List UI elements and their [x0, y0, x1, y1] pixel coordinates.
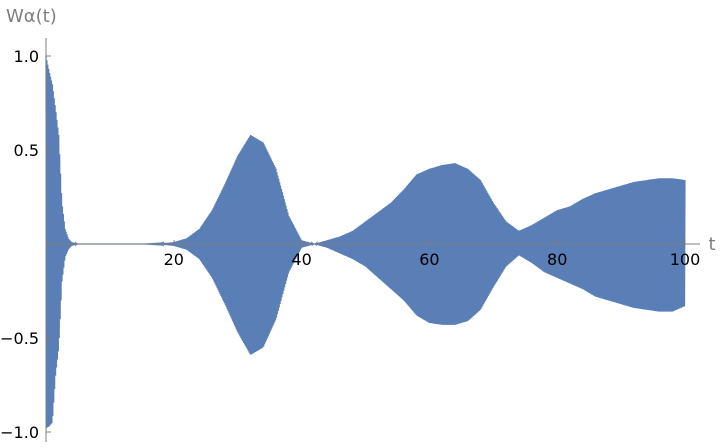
x-axis-title: t [708, 234, 715, 255]
x-tick-label-100: 100 [670, 250, 701, 269]
x-tick-label-80: 80 [547, 250, 567, 269]
axes-layer [45, 38, 700, 442]
y-axis-title: Wα(t) [6, 6, 57, 27]
x-tick-label-20: 20 [164, 250, 184, 269]
series-oscillation-0 [45, 55, 686, 428]
x-tick-label-60: 60 [419, 250, 439, 269]
y-tick-label--1: −1.0 [0, 423, 39, 442]
ticks-layer: 20 40 60 80 100 −1.0 −0.5 0.5 1.0 [0, 47, 700, 442]
series-layer [45, 55, 686, 428]
x-tick-label-40: 40 [291, 250, 311, 269]
y-tick-label-1: 1.0 [14, 47, 39, 66]
y-tick-label-0.5: 0.5 [14, 141, 39, 160]
y-tick-label--0.5: −0.5 [0, 329, 39, 348]
